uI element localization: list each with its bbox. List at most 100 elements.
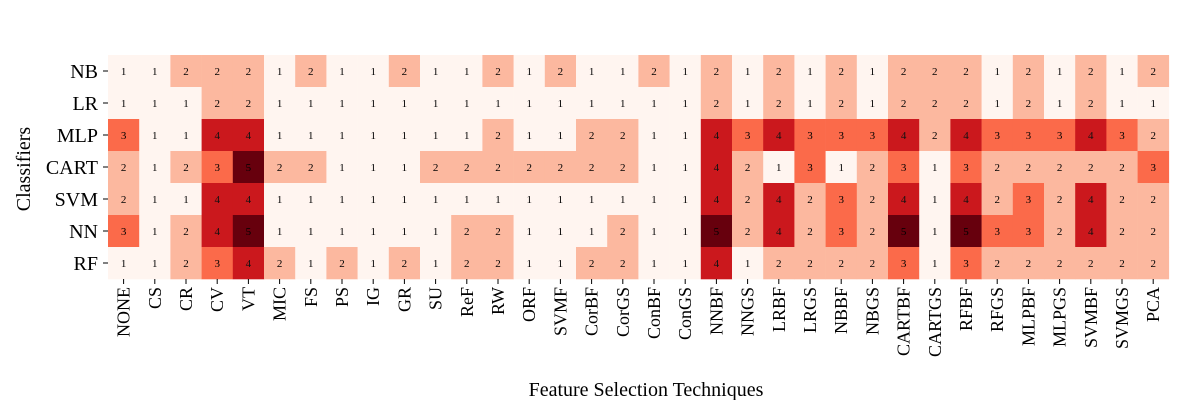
cell-value-label: 1 [838, 162, 844, 174]
cell-value-label: 1 [339, 98, 345, 110]
heatmap-cell [232, 183, 265, 216]
cell-value-label: 1 [152, 226, 158, 238]
heatmap-cell [108, 247, 140, 280]
heatmap-cell [1012, 247, 1045, 280]
heatmap-cell [638, 183, 670, 216]
heatmap-cell [201, 247, 234, 280]
cell-value-label: 1 [152, 162, 158, 174]
cell-value-label: 1 [1119, 66, 1125, 78]
x-tick-label: MLPGS [1050, 287, 1070, 347]
cell-value-label: 2 [620, 130, 626, 142]
cell-value-label: 4 [246, 194, 252, 206]
cell-value-label: 1 [402, 162, 408, 174]
cell-value-label: 5 [901, 226, 907, 238]
x-tick-label: VT [238, 287, 258, 311]
heatmap-cell [139, 151, 171, 184]
cell-value-label: 1 [776, 162, 782, 174]
heatmap-cell [576, 151, 608, 184]
heatmap-cell [950, 215, 982, 248]
cell-value-label: 1 [589, 194, 595, 206]
cell-value-label: 1 [495, 194, 501, 206]
cell-value-label: 5 [246, 162, 252, 174]
cell-value-label: 2 [308, 162, 314, 174]
heatmap-cell [1075, 215, 1107, 248]
cell-value-label: 1 [308, 98, 314, 110]
cell-value-label: 4 [776, 226, 782, 238]
cell-value-label: 1 [339, 162, 345, 174]
cell-value-label: 3 [121, 130, 127, 142]
heatmap-cell [544, 55, 577, 88]
heatmap-cell [607, 183, 639, 216]
cell-value-label: 2 [121, 162, 127, 174]
cell-value-label: 1 [308, 194, 314, 206]
heatmap-cell [1106, 215, 1138, 248]
cell-value-label: 2 [620, 226, 626, 238]
cell-value-label: 1 [339, 66, 345, 78]
x-tick-label: NNBF [706, 287, 726, 335]
heatmap-cell [1137, 119, 1170, 152]
cell-value-label: 2 [589, 130, 595, 142]
cell-value-label: 1 [402, 226, 408, 238]
heatmap-cell [264, 151, 296, 184]
heatmap-cell [1012, 55, 1045, 88]
cell-value-label: 2 [620, 258, 626, 270]
cell-value-label: 4 [714, 194, 720, 206]
cell-value-label: 1 [277, 226, 283, 238]
cell-value-label: 4 [214, 194, 220, 206]
cell-value-label: 3 [745, 130, 751, 142]
cell-value-label: 1 [682, 98, 688, 110]
heatmap-cell [669, 247, 702, 280]
heatmap-cell [1106, 247, 1138, 280]
heatmap-cell [763, 151, 795, 184]
x-tick-label: SVMGS [1112, 287, 1132, 349]
heatmap-cell [482, 215, 514, 248]
x-tick-label: RFBF [956, 287, 976, 331]
cell-value-label: 3 [838, 194, 844, 206]
heatmap-cell [638, 119, 670, 152]
cell-value-label: 2 [1150, 258, 1156, 270]
heatmap-cell [139, 87, 171, 120]
x-tick-label: IG [363, 287, 383, 306]
cell-value-label: 1 [433, 130, 439, 142]
heatmap-cell [700, 55, 733, 88]
heatmap-cell [482, 247, 514, 280]
cell-value-label: 2 [495, 130, 501, 142]
cell-value-label: 2 [714, 66, 720, 78]
cell-value-label: 2 [714, 98, 720, 110]
cell-value-label: 1 [370, 66, 376, 78]
cell-value-label: 1 [339, 194, 345, 206]
heatmap-cell [482, 55, 514, 88]
heatmap-cell [669, 151, 702, 184]
heatmap-cell [950, 87, 982, 120]
heatmap-cell [295, 215, 327, 248]
heatmap-cell [1106, 183, 1138, 216]
cell-value-label: 2 [776, 98, 782, 110]
heatmap-cell [232, 55, 265, 88]
heatmap-cell [794, 247, 826, 280]
cell-value-label: 1 [464, 130, 470, 142]
cell-value-label: 1 [745, 98, 751, 110]
x-tick-label: MLPBF [1018, 287, 1038, 346]
heatmap-cell [264, 119, 296, 152]
x-tick-label: CorGS [613, 287, 633, 337]
cell-value-label: 4 [901, 130, 907, 142]
cell-value-label: 1 [183, 98, 189, 110]
cell-value-label: 1 [526, 98, 532, 110]
cell-value-label: 3 [838, 130, 844, 142]
cell-value-label: 2 [745, 194, 751, 206]
cell-value-label: 2 [1026, 98, 1032, 110]
heatmap-cell [576, 183, 608, 216]
cell-value-label: 3 [214, 258, 220, 270]
heatmap-cell [950, 183, 982, 216]
cell-value-label: 2 [558, 66, 564, 78]
x-tick-label: RFGS [987, 287, 1007, 332]
y-tick-label: NN [69, 221, 98, 243]
heatmap-cell [295, 183, 327, 216]
heatmap-cell [1137, 183, 1170, 216]
cell-value-label: 3 [1026, 130, 1032, 142]
heatmap-cell [1044, 247, 1076, 280]
heatmap-cell [201, 151, 234, 184]
cell-value-label: 4 [1088, 130, 1094, 142]
heatmap-cell [264, 55, 296, 88]
heatmap-cell [1137, 55, 1170, 88]
